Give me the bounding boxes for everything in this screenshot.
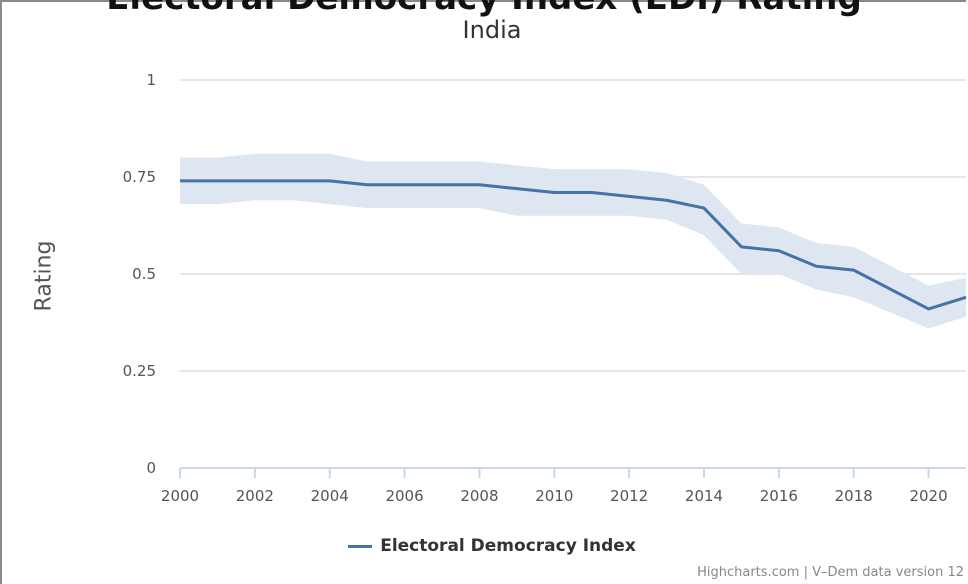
x-tick-label: 2010 — [535, 487, 573, 505]
confidence-band — [180, 153, 966, 329]
chart-title-cut: Electoral Democracy Index (EDI) Rating — [0, 0, 968, 18]
x-tick-label: 2014 — [685, 487, 723, 505]
series-line-electoral-democracy-index — [180, 179, 967, 311]
y-tick-label: 0.25 — [123, 362, 156, 380]
x-tick-labels: 2000 2002 2004 2006 2008 2010 2012 2014 2016 2018… — [161, 487, 948, 505]
y-tick-label: 0.5 — [132, 265, 156, 283]
y-tick-label: 1 — [146, 71, 156, 89]
y-tick-label: 0 — [146, 459, 156, 477]
x-tick-label: 2008 — [460, 487, 498, 505]
x-tick-label: 2000 — [161, 487, 199, 505]
x-tick-label: 2012 — [610, 487, 648, 505]
legend-swatch — [348, 544, 373, 548]
credits-link[interactable]: Highcharts.com | V–Dem data version 12 — [697, 565, 964, 580]
x-tick-label: 2018 — [835, 487, 873, 505]
y-tick-label: 0.75 — [123, 168, 156, 186]
chart-subtitle: India — [462, 16, 522, 44]
axes — [179, 467, 966, 478]
x-tick-label: 2002 — [236, 487, 274, 505]
legend[interactable]: Electoral Democracy Index — [0, 536, 968, 556]
grid-lines — [180, 79, 966, 372]
x-tick-label: 2020 — [909, 487, 947, 505]
legend-label: Electoral Democracy Index — [380, 536, 636, 556]
confidence-band-area — [180, 153, 966, 329]
x-tick-label: 2004 — [311, 487, 349, 505]
y-tick-labels: 0 0.25 0.5 0.75 1 — [123, 71, 156, 477]
x-tick-label: 2016 — [760, 487, 798, 505]
x-tick-label: 2006 — [385, 487, 423, 505]
series-lines — [180, 179, 967, 311]
